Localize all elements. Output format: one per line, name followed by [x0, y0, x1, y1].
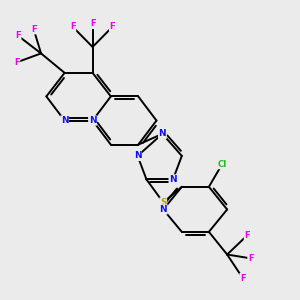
Text: F: F	[15, 31, 21, 40]
Text: F: F	[240, 274, 246, 283]
Text: N: N	[159, 205, 167, 214]
Text: S: S	[160, 198, 166, 207]
Text: N: N	[89, 116, 96, 125]
Text: F: F	[70, 22, 76, 32]
Text: F: F	[244, 231, 250, 240]
Text: N: N	[169, 175, 177, 184]
Text: F: F	[110, 22, 115, 32]
Text: Cl: Cl	[218, 160, 227, 169]
Text: F: F	[14, 58, 20, 67]
Text: F: F	[90, 20, 95, 28]
Text: F: F	[31, 25, 37, 34]
Text: F: F	[248, 254, 254, 263]
Text: N: N	[159, 129, 166, 138]
Text: N: N	[61, 116, 68, 125]
Text: N: N	[134, 152, 141, 160]
